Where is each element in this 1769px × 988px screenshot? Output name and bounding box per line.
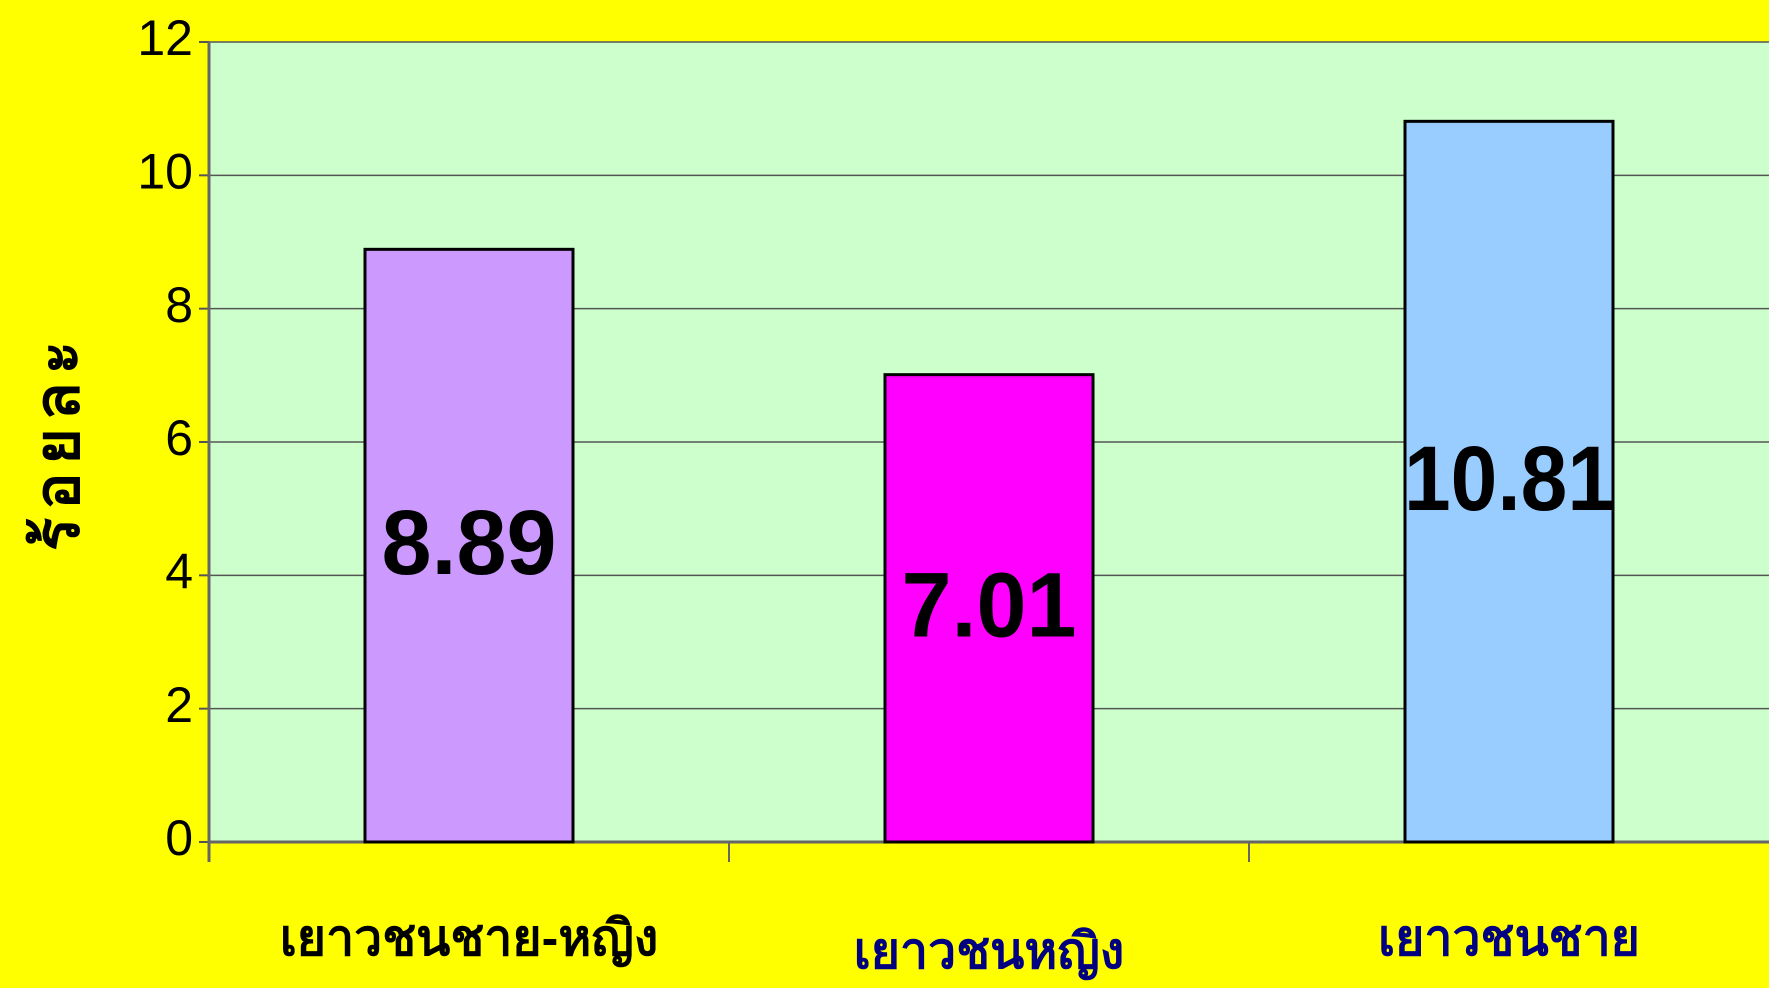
x-tick-label: เยาวชนชาย bbox=[1378, 910, 1640, 966]
y-tick-label: 12 bbox=[137, 10, 193, 66]
y-axis-label: ร้อยละ bbox=[23, 333, 92, 551]
x-tick-label: เยาวชนชาย-หญิง bbox=[280, 910, 659, 967]
y-tick-label: 10 bbox=[137, 144, 193, 200]
x-tick-label: เยาวชนหญิง bbox=[854, 923, 1125, 980]
y-tick-label: 4 bbox=[165, 544, 193, 600]
y-tick-label: 6 bbox=[165, 410, 193, 466]
value-label: 7.01 bbox=[902, 555, 1077, 657]
y-tick-label: 0 bbox=[165, 810, 193, 866]
bar bbox=[883, 373, 1095, 844]
bar bbox=[1403, 119, 1615, 844]
y-tick-label: 2 bbox=[165, 677, 193, 733]
y-tick-label: 8 bbox=[165, 277, 193, 333]
bar bbox=[363, 247, 575, 844]
value-label: 8.89 bbox=[382, 492, 557, 594]
value-label: 10.81 bbox=[1404, 428, 1614, 530]
